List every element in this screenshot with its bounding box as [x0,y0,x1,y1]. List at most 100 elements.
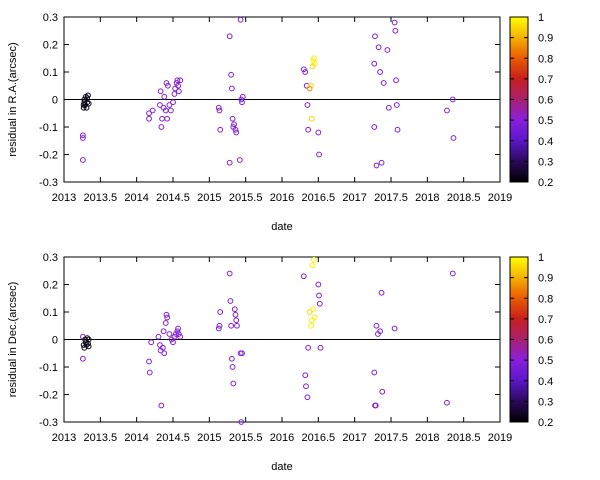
data-point [84,335,91,342]
x-tick-label: 2017 [342,432,366,444]
x-tick-label: 2016 [270,432,294,444]
colorbar-tick-label: 0.6 [538,335,553,347]
data-point [300,66,307,73]
y-tick-label: 0.2 [43,40,58,52]
data-point [308,82,314,89]
colorbar-tick-label: 0.7 [538,74,553,86]
data-point [173,331,179,337]
data-point [175,331,182,337]
data-point [231,121,237,128]
data-point [217,309,224,315]
data-point [148,339,155,346]
data-point [378,159,385,166]
x-tick-label: 2015 [197,432,221,444]
data-point [161,350,168,357]
x-tick-label: 2013.5 [84,432,118,444]
data-point [239,350,245,357]
x-tick-label: 2017 [342,192,366,204]
x-tick-label: 2016.5 [302,192,336,204]
data-point [237,16,244,23]
colorbar-tick-label: 0.7 [538,314,553,326]
x-tick-label: 2018 [415,432,439,444]
data-point [393,77,399,84]
data-point [309,262,316,269]
data-point [171,91,178,97]
data-point [229,115,236,122]
data-point [315,281,322,288]
data-point [158,124,165,130]
data-point [375,44,382,51]
data-point [85,336,92,343]
data-point [311,55,317,62]
data-point [384,47,391,53]
y-tick-label: -0.3 [39,417,58,429]
data-point [177,333,184,340]
data-point [377,328,384,335]
data-point [373,322,380,329]
data-point [164,314,171,321]
data-point [391,325,398,332]
data-point [306,309,313,315]
data-point [170,99,176,106]
data-point [444,107,450,114]
colorbar-tick-label: 0.4 [538,136,553,148]
data-point [157,342,163,348]
colorbar-tick-label: 1 [538,252,544,264]
data-point [372,33,378,40]
data-point [79,157,86,163]
data-point [166,331,173,337]
data-point [149,107,156,114]
y-tick-label: 0.3 [43,252,58,264]
colorbar-tick-label: 0.8 [538,53,553,65]
data-point [79,355,86,362]
colorbar-tick-label: 0.6 [538,95,553,107]
data-point [226,270,233,277]
data-point [233,129,240,136]
y-tick-label: 0.1 [43,67,58,79]
data-point [311,60,318,67]
data-point [303,383,309,390]
data-point [174,328,181,335]
data-point [371,124,378,130]
data-point [379,388,386,395]
colorbar-tick-label: 0.3 [538,396,553,408]
data-point [155,333,162,340]
data-point [84,95,91,102]
dec-residual-panel: 2013 2013.5 2014 2014.5 2015 2015.5 2016 2016.5… [7,252,553,473]
data-point [377,69,384,75]
data-point [304,394,311,401]
data-point [175,325,181,332]
colorbar-tick-label: 0.4 [538,376,553,388]
x-tick-label: 2018 [415,192,439,204]
data-point [300,273,307,280]
data-point [229,364,236,370]
y-tick-label: -0.3 [39,177,58,189]
data-point [85,340,91,347]
data-point [316,300,323,307]
data-point [216,322,223,329]
data-point [306,85,313,92]
colorbar-tick-label: 1 [538,12,544,24]
y-tick-label: -0.2 [39,390,58,402]
x-tick-label: 2018.5 [447,192,481,204]
data-point [159,344,166,351]
data-point [162,320,169,326]
data-point [227,298,234,304]
data-point [371,369,378,376]
data-point [173,80,180,86]
data-point [311,256,317,263]
data-point [233,317,240,324]
y-tick-label: 0.2 [43,280,58,292]
data-point [163,80,170,86]
data-point [174,77,181,84]
data-point [239,93,246,100]
x-tick-label: 2016 [270,192,294,204]
data-point [310,58,317,64]
data-point [305,126,312,133]
x-tick-label: 2017.5 [374,192,408,204]
data-point [371,60,378,67]
data-point [215,104,222,111]
colorbar-tick-label: 0.2 [538,177,553,189]
data-point [444,399,450,406]
